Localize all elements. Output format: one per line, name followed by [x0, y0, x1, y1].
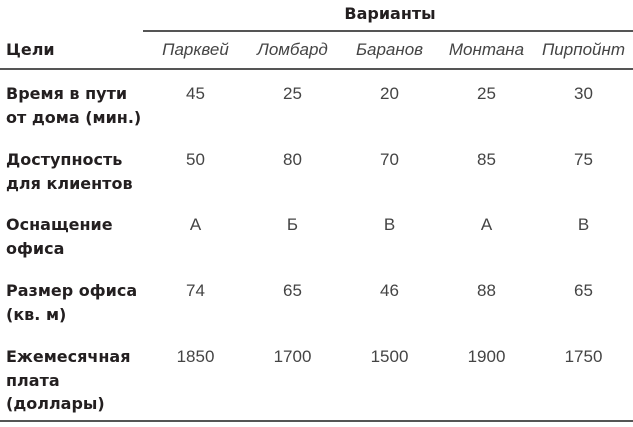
goal-label-line: Ежемесячная [6, 347, 131, 366]
table-cell: 1750 [564, 347, 603, 366]
table-cell: 1900 [467, 347, 506, 366]
table-cell: 74 [186, 281, 205, 300]
goal-label-line: (кв. м) [6, 304, 67, 324]
goal-label: Ежемесячная плата (доллары) [6, 345, 131, 416]
goal-label-line: (доллары) [6, 394, 105, 413]
table-cell: 1850 [176, 347, 215, 366]
header-divider [0, 68, 633, 70]
table-cell: А [189, 215, 202, 234]
table-cell: 75 [574, 150, 593, 169]
table-cell: В [577, 215, 590, 234]
option-header: Монтана [448, 40, 525, 59]
option-header: Баранов [355, 40, 424, 59]
table-cell: 70 [380, 150, 399, 169]
table-cell: 45 [186, 84, 205, 103]
goal-label-line: офиса [6, 238, 65, 258]
goal-label: Доступность для клиентов [6, 148, 133, 195]
table-cell: 1700 [273, 347, 312, 366]
table-cell: 30 [574, 84, 593, 103]
bottom-divider [0, 420, 633, 422]
table-cell: 88 [477, 281, 496, 300]
goal-label-line: Размер офиса [6, 281, 138, 300]
goal-label-line: от дома (мин.) [6, 107, 142, 127]
table-cell: 65 [574, 281, 593, 300]
table-cell: 25 [477, 84, 496, 103]
table-cell: В [383, 215, 396, 234]
option-header: Парквей [162, 40, 229, 59]
table-cell: 46 [380, 281, 399, 300]
goal-label-line: для клиентов [6, 173, 133, 193]
table-cell: 80 [283, 150, 302, 169]
goal-label-line: плата [6, 370, 60, 390]
table-cell: 1500 [370, 347, 409, 366]
table-cell: 20 [380, 84, 399, 103]
goal-label: Оснащение офиса [6, 213, 113, 260]
table-cell: А [480, 215, 493, 234]
options-group-header: Варианты [344, 4, 436, 23]
option-header: Пирпойнт [541, 40, 625, 59]
table-cell: 65 [283, 281, 302, 300]
table-cell: 50 [186, 150, 205, 169]
table-cell: 25 [283, 84, 302, 103]
option-header: Ломбард [257, 40, 328, 59]
table-cell: Б [286, 215, 299, 234]
goals-header: Цели [6, 40, 55, 59]
goal-label-line: Доступность [6, 150, 123, 169]
goal-label: Размер офиса (кв. м) [6, 279, 137, 326]
table-cell: 85 [477, 150, 496, 169]
group-divider [143, 30, 633, 32]
goal-label-line: Время в пути [6, 84, 128, 103]
goal-label-line: Оснащение [6, 215, 113, 234]
goal-label: Время в пути от дома (мин.) [6, 82, 141, 129]
